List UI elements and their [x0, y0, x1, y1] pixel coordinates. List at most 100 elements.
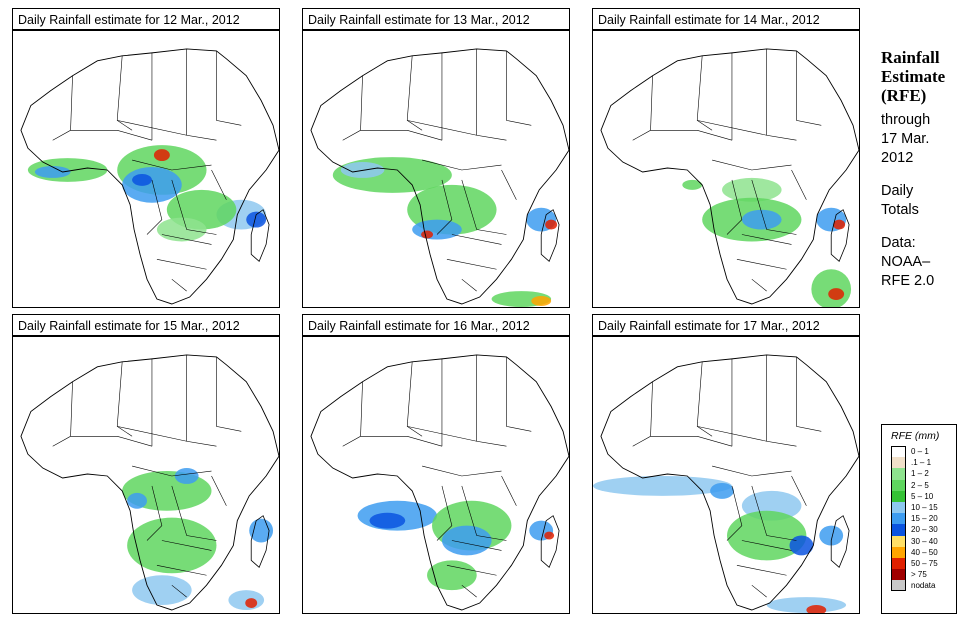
country-border	[342, 75, 363, 141]
country-border	[791, 475, 807, 506]
africa-map	[12, 30, 280, 308]
country-border	[216, 356, 242, 432]
legend-item: 5 – 10	[891, 490, 956, 502]
country-border	[171, 485, 217, 541]
rainfall-area	[766, 597, 847, 613]
country-border	[52, 381, 73, 447]
country-border	[632, 75, 653, 141]
rainfall-area	[593, 475, 732, 496]
country-border	[751, 485, 797, 541]
legend-label: > 75	[911, 570, 927, 580]
legend-swatch	[891, 457, 906, 469]
legend-item: 30 – 40	[891, 535, 956, 547]
country-border	[422, 465, 502, 477]
country-border	[156, 565, 207, 576]
rainfall-area	[132, 173, 152, 186]
rainfall-map-panel: Daily Rainfall estimate for 13 Mar., 201…	[302, 8, 570, 308]
country-border	[741, 540, 792, 551]
rainfall-map-panel: Daily Rainfall estimate for 15 Mar., 201…	[12, 314, 280, 614]
rainfall-area	[122, 167, 182, 203]
country-border	[436, 485, 453, 541]
country-border	[52, 75, 73, 141]
country-border	[406, 55, 423, 131]
country-border	[461, 278, 477, 292]
country-border	[216, 50, 242, 126]
country-border	[161, 234, 212, 245]
africa-map	[302, 30, 570, 308]
legend-label: .1 – 1	[911, 458, 932, 468]
panel-title: Daily Rainfall estimate for 14 Mar., 201…	[592, 8, 860, 30]
rainfall-area	[531, 296, 552, 306]
africa-coastline	[20, 354, 279, 611]
legend-label: 20 – 30	[911, 525, 938, 535]
map-svg	[310, 354, 569, 611]
panel-title: Daily Rainfall estimate for 16 Mar., 201…	[302, 314, 570, 336]
country-border	[446, 259, 497, 270]
rainfall-area	[153, 149, 170, 162]
legend-item: .1 – 1	[891, 457, 956, 469]
sidebar: Rainfall Estimate (RFE) through 17 Mar. …	[881, 48, 965, 291]
map-svg	[593, 354, 859, 613]
country-border	[342, 381, 363, 447]
country-border	[117, 426, 187, 442]
panel-title: Daily Rainfall estimate for 12 Mar., 201…	[12, 8, 280, 30]
rainfall-area	[710, 482, 734, 499]
madagascar-outline	[540, 209, 560, 262]
country-border	[132, 159, 212, 171]
rainfall-area	[156, 217, 207, 242]
country-border	[697, 426, 767, 442]
country-border	[726, 485, 743, 541]
rainfall-area	[682, 179, 703, 190]
country-border	[501, 475, 517, 506]
legend-swatch	[891, 535, 906, 547]
africa-map	[592, 30, 860, 308]
totals-label: Daily Totals	[881, 183, 919, 218]
rainfall-area	[127, 517, 217, 574]
africa-coastline	[310, 48, 569, 305]
legend-swatch	[891, 524, 906, 536]
africa-coastline	[600, 354, 859, 611]
country-border	[751, 278, 767, 292]
rainfall-area	[741, 209, 782, 230]
rainfall-area	[246, 211, 267, 228]
rainfall-area	[544, 531, 555, 540]
rainfall-area	[174, 468, 199, 484]
legend-swatch	[891, 468, 906, 480]
country-border	[171, 584, 187, 598]
map-svg	[20, 48, 279, 305]
legend-label: 1 – 2	[911, 469, 929, 479]
country-border	[650, 129, 733, 141]
legend-label: 50 – 75	[911, 558, 938, 568]
rainfall-area	[833, 219, 846, 230]
legend-label: 5 – 10	[911, 491, 934, 501]
legend-swatch	[891, 501, 906, 514]
rainfall-area	[427, 560, 477, 591]
country-border	[70, 129, 153, 141]
rainfall-map-panel: Daily Rainfall estimate for 16 Mar., 201…	[302, 314, 570, 614]
country-border	[156, 259, 207, 270]
legend-title: RFE (mm)	[891, 430, 940, 442]
legend-swatch	[891, 557, 906, 570]
country-border	[741, 234, 792, 245]
rainfall-area	[421, 230, 434, 239]
country-border	[171, 278, 187, 292]
country-border	[117, 120, 187, 136]
country-border	[736, 259, 787, 270]
legend-swatch	[891, 580, 906, 592]
rainfall-area	[789, 535, 814, 556]
country-border	[211, 169, 227, 200]
legend-label: 15 – 20	[911, 514, 938, 524]
data-source: Data: NOAA– RFE 2.0	[881, 235, 935, 289]
country-border	[506, 50, 532, 126]
legend-label: nodata	[911, 581, 936, 591]
africa-map	[592, 336, 860, 614]
map-svg	[310, 48, 569, 307]
legend-label: 10 – 15	[911, 503, 938, 513]
rainfall-area	[127, 492, 147, 509]
country-border	[360, 435, 443, 447]
country-border	[751, 584, 767, 598]
country-border	[211, 475, 227, 506]
country-border	[186, 354, 217, 447]
